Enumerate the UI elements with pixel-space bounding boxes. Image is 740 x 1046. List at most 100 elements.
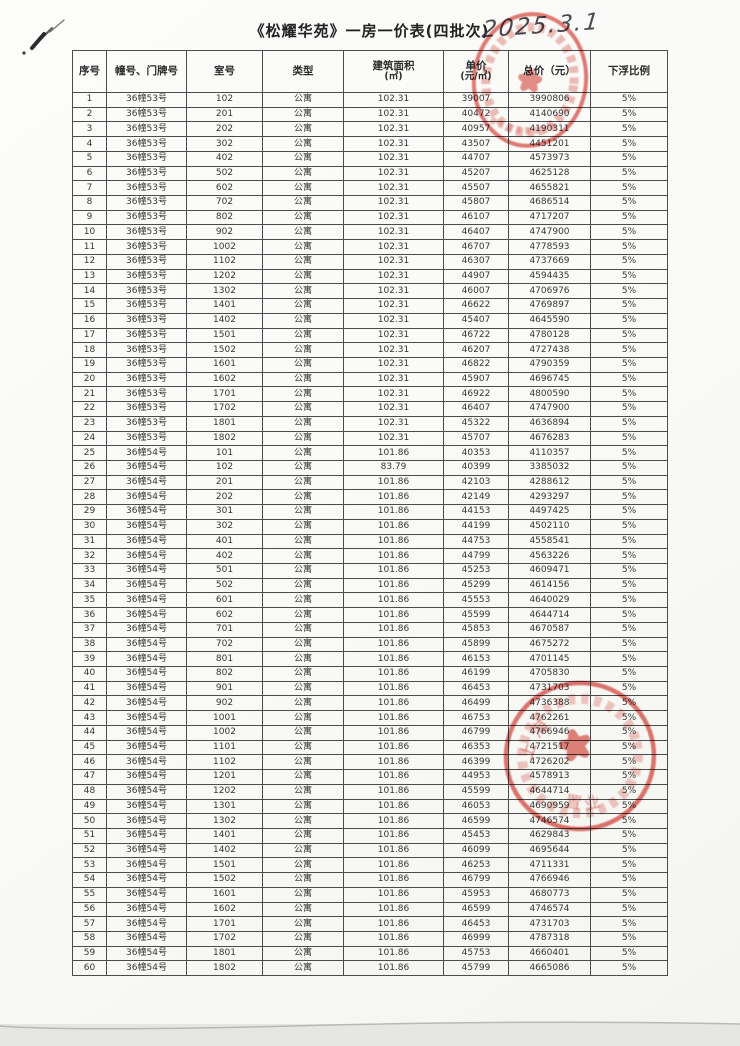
cell-unit-price: 45807 <box>443 195 509 211</box>
cell-ratio: 5% <box>590 886 668 903</box>
table-row: 40 36幢54号 802 公寓 101.86 46199 4705830 5% <box>72 666 668 682</box>
cell-seq: 14 <box>72 283 107 300</box>
table-row: 42 36幢54号 902 公寓 101.86 46499 4736388 5% <box>72 695 668 712</box>
cell-room: 1301 <box>186 798 263 815</box>
cell-type: 公寓 <box>262 165 344 182</box>
table-row: 34 36幢54号 502 公寓 101.86 45299 4614156 5% <box>72 577 668 594</box>
cell-type: 公寓 <box>262 710 344 726</box>
table-row: 2 36幢53号 201 公寓 102.31 40472 4140690 5% <box>72 106 668 123</box>
table-row: 41 36幢54号 901 公寓 101.86 46453 4731703 5% <box>72 680 668 697</box>
cell-seq: 50 <box>72 813 107 829</box>
cell-type: 公寓 <box>262 872 344 888</box>
cell-type: 公寓 <box>262 636 344 653</box>
cell-unit-price: 46307 <box>443 253 509 270</box>
cell-unit-price: 46407 <box>443 401 509 417</box>
cell-building: 36幢54号 <box>106 945 187 962</box>
cell-building: 36幢53号 <box>106 312 187 329</box>
table-row: 52 36幢54号 1402 公寓 101.86 46099 4695644 5% <box>72 842 668 859</box>
cell-type: 公寓 <box>262 577 344 594</box>
table-row: 54 36幢54号 1502 公寓 101.86 46799 4766946 5% <box>72 872 668 888</box>
column-header-2: 室号 <box>186 50 263 93</box>
cell-area: 102.31 <box>343 209 444 226</box>
cell-area: 102.31 <box>343 283 444 300</box>
cell-area: 102.31 <box>343 224 444 241</box>
cell-building: 36幢53号 <box>106 224 187 241</box>
cell-building: 36幢54号 <box>106 930 187 947</box>
cell-ratio: 5% <box>590 150 668 167</box>
cell-unit-price: 40399 <box>443 459 509 476</box>
cell-unit-price: 45207 <box>443 165 509 182</box>
cell-seq: 27 <box>72 474 107 491</box>
cell-type: 公寓 <box>262 253 344 270</box>
cell-seq: 20 <box>72 371 107 388</box>
cell-area: 102.31 <box>343 356 444 373</box>
cell-unit-price: 44753 <box>443 533 509 550</box>
cell-room: 1401 <box>186 827 263 844</box>
cell-type: 公寓 <box>262 798 344 815</box>
cell-building: 36幢54号 <box>106 695 187 712</box>
cell-area: 101.86 <box>343 901 444 918</box>
cell-building: 36幢53号 <box>106 371 187 388</box>
table-row: 57 36幢54号 1701 公寓 101.86 46453 4731703 5% <box>72 916 668 932</box>
cell-type: 公寓 <box>262 283 344 300</box>
cell-area: 102.31 <box>343 253 444 270</box>
cell-area: 102.31 <box>343 430 444 447</box>
cell-seq: 12 <box>72 253 107 270</box>
table-row: 6 36幢53号 502 公寓 102.31 45207 4625128 5% <box>72 165 668 182</box>
cell-ratio: 5% <box>590 239 668 255</box>
table-row: 35 36幢54号 601 公寓 101.86 45553 4640029 5% <box>72 592 668 609</box>
cell-room: 302 <box>186 518 263 535</box>
cell-total-price: 4790359 <box>508 356 591 373</box>
cell-seq: 45 <box>72 739 107 756</box>
cell-ratio: 5% <box>590 680 668 697</box>
table-row: 49 36幢54号 1301 公寓 101.86 46053 4690959 5% <box>72 798 668 815</box>
table-row: 3 36幢53号 202 公寓 102.31 40957 4190311 5% <box>72 121 668 138</box>
table-row: 48 36幢54号 1202 公寓 101.86 45599 4644714 5% <box>72 783 668 800</box>
cell-room: 1302 <box>186 813 263 829</box>
cell-total-price: 4563226 <box>508 548 591 564</box>
cell-ratio: 5% <box>590 842 668 859</box>
cell-total-price: 3385032 <box>508 459 591 476</box>
table-row: 38 36幢54号 702 公寓 101.86 45899 4675272 5% <box>72 636 668 653</box>
cell-unit-price: 46353 <box>443 739 509 756</box>
cell-building: 36幢54号 <box>106 563 187 579</box>
cell-area: 101.86 <box>343 798 444 815</box>
cell-building: 36幢53号 <box>106 180 187 197</box>
cell-type: 公寓 <box>262 401 344 417</box>
cell-seq: 56 <box>72 901 107 918</box>
cell-area: 101.86 <box>343 754 444 771</box>
cell-building: 36幢54号 <box>106 607 187 623</box>
table-row: 39 36幢54号 801 公寓 101.86 46153 4701145 5% <box>72 651 668 668</box>
cell-seq: 29 <box>72 504 107 520</box>
table-row: 26 36幢54号 102 公寓 83.79 40399 3385032 5% <box>72 459 668 476</box>
cell-type: 公寓 <box>262 504 344 520</box>
cell-ratio: 5% <box>590 312 668 329</box>
cell-seq: 46 <box>72 754 107 771</box>
cell-total-price: 4665086 <box>508 960 591 977</box>
cell-area: 101.86 <box>343 695 444 712</box>
table-row: 28 36幢54号 202 公寓 101.86 42149 4293297 5% <box>72 489 668 506</box>
cell-type: 公寓 <box>262 857 344 874</box>
cell-ratio: 5% <box>590 872 668 888</box>
cell-room: 1402 <box>186 312 263 329</box>
cell-ratio: 5% <box>590 783 668 800</box>
table-row: 60 36幢54号 1802 公寓 101.86 45799 4665086 5% <box>72 960 668 977</box>
cell-area: 101.86 <box>343 769 444 785</box>
cell-unit-price: 46707 <box>443 239 509 255</box>
cell-unit-price: 45707 <box>443 430 509 447</box>
cell-seq: 17 <box>72 327 107 344</box>
cell-ratio: 5% <box>590 695 668 712</box>
cell-seq: 48 <box>72 783 107 800</box>
cell-ratio: 5% <box>590 356 668 373</box>
cell-type: 公寓 <box>262 180 344 197</box>
cell-ratio: 5% <box>590 916 668 932</box>
cell-area: 101.86 <box>343 651 444 668</box>
cell-room: 102 <box>186 459 263 476</box>
cell-building: 36幢54号 <box>106 872 187 888</box>
cell-seq: 53 <box>72 857 107 874</box>
cell-type: 公寓 <box>262 224 344 241</box>
cell-area: 101.86 <box>343 592 444 609</box>
table-row: 21 36幢53号 1701 公寓 102.31 46922 4800590 5% <box>72 386 668 403</box>
cell-room: 1102 <box>186 754 263 771</box>
cell-unit-price: 46799 <box>443 724 509 741</box>
